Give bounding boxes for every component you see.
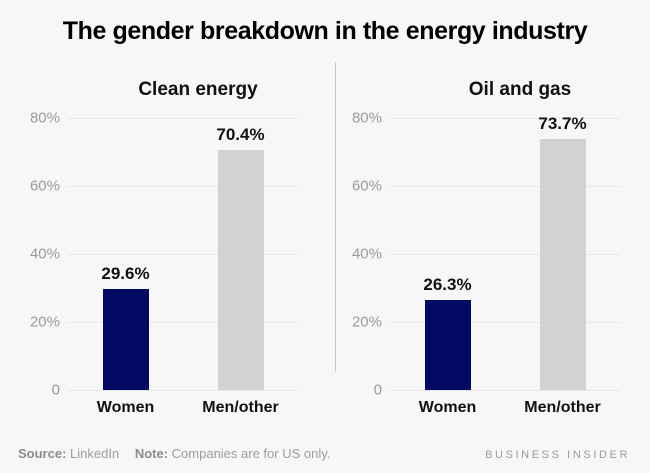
panel-oil-and-gas: Oil and gas 80% 60% 40% 20% 0 26.3%: [328, 60, 650, 418]
x-tick-label-women: Women: [96, 398, 155, 416]
bar-value-label: 70.4%: [216, 125, 265, 145]
gridline: [390, 185, 620, 187]
bar-men-other-clean-energy: 70.4%: [216, 125, 265, 390]
y-tick-label: 40%: [351, 245, 382, 263]
gridline: [390, 389, 620, 391]
y-tick-label: 60%: [351, 177, 382, 195]
panel-divider: [335, 62, 336, 372]
gridline: [68, 185, 298, 187]
y-tick-label: 80%: [351, 109, 382, 127]
bar-value-label: 73.7%: [538, 114, 587, 134]
gridline: [68, 117, 298, 119]
gridline: [390, 253, 620, 255]
bar-value-label: 26.3%: [423, 275, 472, 295]
page-title: The gender breakdown in the energy indus…: [62, 17, 588, 45]
gridline: [68, 321, 298, 323]
x-tick-label-men-other: Men/other: [524, 398, 601, 416]
footer: Source: LinkedIn Note: Companies are for…: [18, 446, 630, 461]
gridline: [390, 117, 620, 119]
source-note: Source: LinkedIn Note: Companies are for…: [18, 446, 330, 461]
y-tick-label: 60%: [29, 177, 60, 195]
y-axis-clean-energy: 80% 60% 40% 20% 0: [18, 109, 68, 398]
bar-slot-women: 26.3%: [390, 118, 505, 390]
bar-slot-women: 29.6%: [68, 118, 183, 390]
y-axis-oil-and-gas: 80% 60% 40% 20% 0: [340, 109, 390, 398]
bar-men-other-oil-and-gas: 73.7%: [538, 114, 587, 390]
x-axis-oil-and-gas: Women Men/other: [390, 398, 620, 418]
bar-women-oil-and-gas: 26.3%: [423, 275, 472, 390]
panel-clean-energy: Clean energy 80% 60% 40% 20% 0 29.6%: [0, 60, 328, 418]
note-label: Note:: [134, 446, 169, 461]
y-tick-label: 0: [373, 381, 382, 399]
chart-panels: Clean energy 80% 60% 40% 20% 0 29.6%: [0, 60, 650, 418]
panel-title-clean-energy: Clean energy: [138, 78, 258, 100]
y-tick-label: 20%: [351, 313, 382, 331]
bar-value-label: 29.6%: [101, 264, 150, 284]
plot-clean-energy: 29.6% 70.4%: [68, 117, 298, 391]
gridline: [390, 321, 620, 323]
x-tick-label-women: Women: [418, 398, 477, 416]
y-tick-label: 20%: [29, 313, 60, 331]
plot-oil-and-gas: 26.3% 73.7%: [390, 114, 620, 391]
x-tick-label-men-other: Men/other: [202, 398, 279, 416]
x-axis-clean-energy: Women Men/other: [68, 398, 298, 418]
chart-area-oil-and-gas: 80% 60% 40% 20% 0 26.3% 7: [340, 109, 650, 398]
source-label: Source:: [18, 446, 67, 461]
gridline: [68, 253, 298, 255]
chart-area-clean-energy: 80% 60% 40% 20% 0 29.6% 7: [18, 109, 328, 398]
note-value: Companies are for US only.: [171, 446, 331, 461]
y-tick-label: 0: [51, 381, 60, 399]
y-tick-label: 80%: [29, 109, 60, 127]
panel-title-oil-and-gas: Oil and gas: [468, 78, 572, 100]
source-value: LinkedIn: [70, 446, 120, 461]
y-tick-label: 40%: [29, 245, 60, 263]
bar-slot-men-other: 70.4%: [183, 118, 298, 390]
business-insider-logo: BUSINESS INSIDER: [485, 449, 630, 461]
gridline: [68, 389, 298, 391]
bar-women-clean-energy: 29.6%: [101, 264, 150, 390]
bar-slot-men-other: 73.7%: [505, 114, 620, 390]
